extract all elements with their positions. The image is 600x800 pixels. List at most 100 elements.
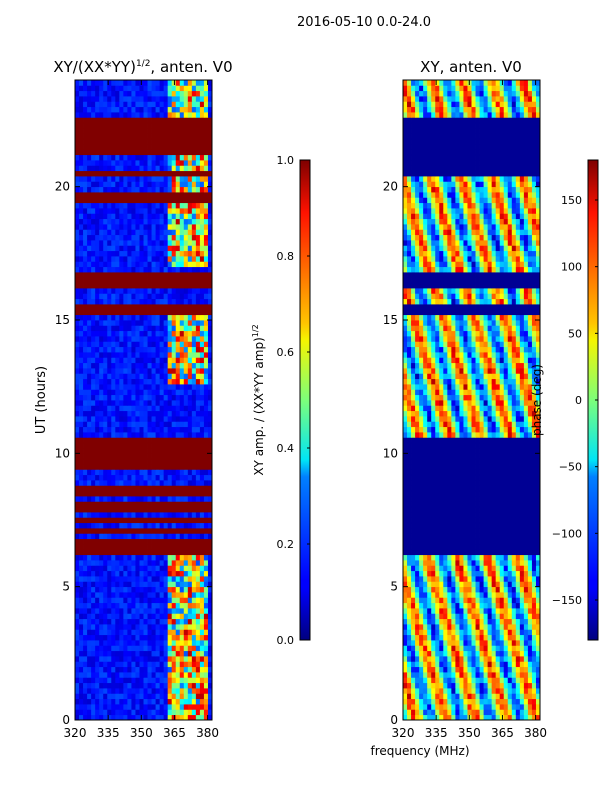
heatmap-cell — [115, 565, 120, 572]
heatmap-cell — [419, 640, 424, 646]
heatmap-cell — [139, 592, 144, 598]
heatmap-cell — [427, 688, 432, 694]
heatmap-cell — [75, 288, 80, 294]
heatmap-cell — [443, 624, 448, 630]
heatmap-cell — [119, 197, 124, 204]
heatmap-cell — [123, 528, 128, 534]
heatmap-cell — [531, 640, 537, 646]
heatmap-cell — [111, 624, 116, 630]
heatmap-cell — [151, 181, 156, 188]
heatmap-cell — [191, 549, 197, 556]
heatmap-cell — [443, 592, 448, 598]
heatmap-cell — [203, 341, 209, 348]
heatmap-cell — [155, 288, 161, 294]
heatmap-cell — [187, 106, 193, 113]
heatmap-cell — [75, 293, 80, 300]
heatmap-cell — [159, 117, 165, 124]
heatmap-cell — [155, 165, 161, 172]
heatmap-cell — [203, 458, 209, 465]
heatmap-cell — [115, 293, 120, 300]
heatmap-cell — [111, 618, 116, 625]
heatmap-cell — [427, 682, 432, 689]
heatmap-cell — [87, 389, 92, 396]
heatmap-cell — [527, 597, 533, 604]
heatmap-cell — [147, 362, 152, 369]
heatmap-cell — [207, 229, 212, 236]
heatmap-cell — [171, 133, 177, 140]
heatmap-cell — [135, 442, 140, 449]
heatmap-cell — [507, 714, 513, 720]
heatmap-cell — [183, 474, 189, 481]
heatmap-cell — [119, 160, 124, 166]
heatmap-cell — [203, 352, 209, 358]
heatmap-cell — [407, 656, 412, 662]
heatmap-cell — [75, 309, 80, 316]
heatmap-cell — [207, 613, 212, 620]
heatmap-cell — [523, 634, 529, 641]
heatmap-cell — [439, 586, 444, 593]
heatmap-cell — [155, 656, 161, 662]
heatmap-cell — [147, 165, 152, 172]
heatmap-cell — [143, 106, 148, 113]
heatmap-cell — [167, 485, 173, 492]
heatmap-cell — [107, 277, 112, 284]
heatmap-cell — [75, 437, 80, 444]
heatmap-cell — [91, 266, 96, 273]
heatmap-cell — [95, 389, 100, 396]
heatmap-cell — [75, 341, 80, 348]
heatmap-cell — [103, 213, 108, 220]
heatmap-cell — [119, 709, 124, 716]
heatmap-cell — [163, 378, 169, 385]
heatmap-cell — [139, 250, 144, 257]
heatmap-cell — [419, 629, 424, 636]
heatmap-cell — [155, 602, 161, 609]
heatmap-cell — [151, 613, 156, 620]
heatmap-cell — [203, 464, 209, 470]
heatmap-cell — [535, 656, 540, 662]
heatmap-cell — [183, 346, 189, 353]
heatmap-cell — [115, 234, 120, 241]
heatmap-cell — [527, 666, 533, 673]
heatmap-cell — [507, 677, 513, 684]
heatmap-cell — [107, 202, 112, 209]
heatmap-cell — [135, 474, 140, 481]
heatmap-cell — [435, 592, 440, 598]
heatmap-cell — [127, 266, 132, 273]
heatmap-cell — [447, 672, 452, 678]
heatmap-cell — [115, 362, 120, 369]
heatmap-cell — [439, 677, 444, 684]
heatmap-cell — [163, 661, 169, 668]
heatmap-cell — [167, 325, 173, 332]
heatmap-cell — [147, 501, 152, 508]
heatmap-cell — [135, 501, 140, 508]
heatmap-cell — [143, 474, 148, 481]
heatmap-cell — [119, 192, 124, 198]
heatmap-cell — [175, 533, 181, 540]
heatmap-cell — [119, 240, 124, 246]
heatmap-cell — [87, 250, 92, 257]
heatmap-cell — [99, 384, 104, 390]
heatmap-cell — [203, 229, 209, 236]
heatmap-cell — [511, 624, 517, 630]
heatmap-cell — [175, 506, 181, 513]
heatmap-cell — [187, 426, 193, 433]
heatmap-cell — [515, 682, 521, 689]
heatmap-cell — [171, 496, 177, 502]
heatmap-cell — [91, 106, 96, 113]
heatmap-cell — [179, 650, 185, 657]
heatmap-cell — [143, 586, 148, 593]
heatmap-cell — [143, 208, 148, 214]
heatmap-cell — [171, 245, 177, 252]
heatmap-cell — [507, 592, 513, 598]
heatmap-cell — [143, 394, 148, 401]
heatmap-cell — [179, 229, 185, 236]
heatmap-cell — [143, 325, 148, 332]
heatmap-cell — [111, 709, 116, 716]
heatmap-cell — [147, 405, 152, 412]
heatmap-cell — [151, 229, 156, 236]
heatmap-cell — [203, 272, 209, 278]
heatmap-cell — [163, 352, 169, 358]
heatmap-cell — [199, 592, 205, 598]
heatmap-cell — [95, 181, 100, 188]
heatmap-cell — [75, 128, 80, 134]
